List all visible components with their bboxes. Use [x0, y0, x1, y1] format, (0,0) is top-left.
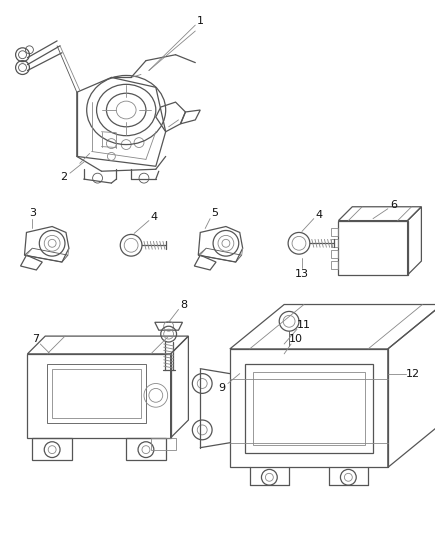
Text: 6: 6: [390, 200, 397, 210]
Text: 5: 5: [212, 208, 219, 217]
Text: 8: 8: [180, 301, 187, 311]
Text: 1: 1: [197, 16, 204, 26]
Text: 10: 10: [289, 334, 303, 344]
Text: 4: 4: [315, 209, 322, 220]
Text: 7: 7: [32, 334, 39, 344]
Text: 2: 2: [60, 172, 67, 182]
Text: 12: 12: [406, 369, 420, 378]
Text: 3: 3: [29, 208, 36, 217]
Text: 13: 13: [295, 269, 309, 279]
Text: 9: 9: [219, 383, 226, 393]
Text: 4: 4: [150, 212, 157, 222]
Text: 11: 11: [297, 320, 311, 330]
